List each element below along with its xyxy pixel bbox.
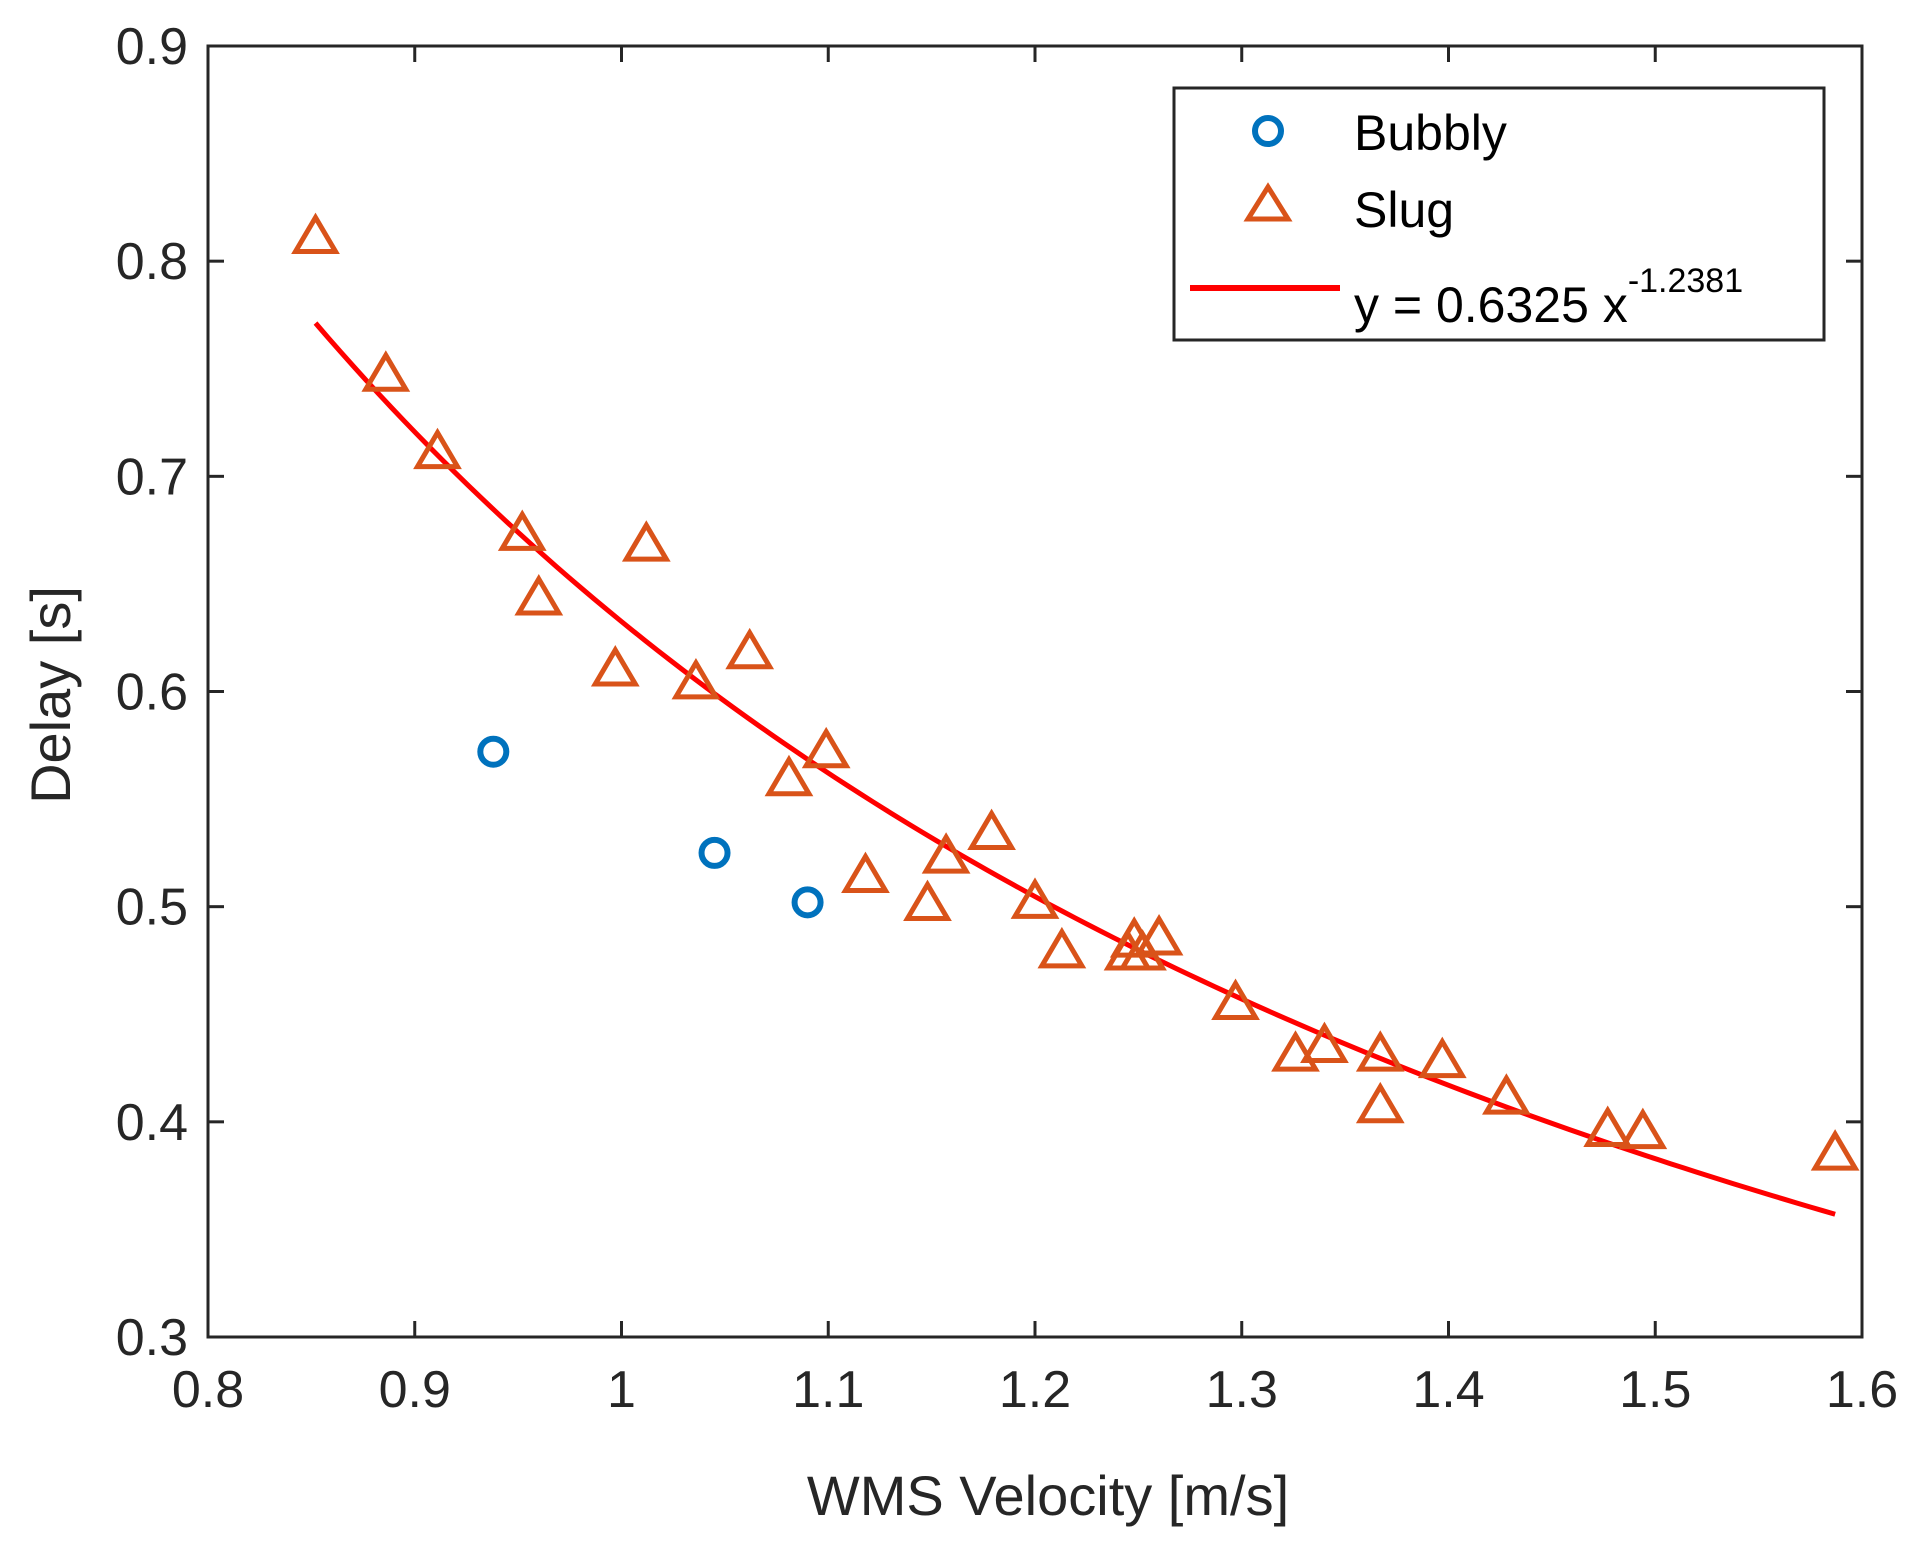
slug-point (903, 879, 952, 922)
slug-point (361, 350, 411, 392)
slug-point (413, 427, 462, 470)
x-tick-label: 1.2 (999, 1361, 1071, 1419)
slug-point (1583, 1105, 1633, 1147)
slug-point (1134, 914, 1184, 956)
slug-point (1010, 877, 1060, 919)
y-axis-title: Delay [s] (19, 586, 82, 804)
slug-point (291, 212, 340, 254)
slug-point (1037, 926, 1087, 969)
x-tick-label: 1.3 (1206, 1361, 1278, 1419)
slug-point (1300, 1021, 1349, 1064)
slug-point (1417, 1036, 1467, 1079)
slug-point (1211, 978, 1260, 1020)
y-tick-label: 0.9 (116, 18, 188, 76)
bubbly-point (791, 886, 824, 919)
legend: Bubbly Slug y = 0.6325 x-1.2381 (1172, 86, 1826, 342)
slug-point (1810, 1129, 1860, 1171)
slug-point (841, 851, 890, 894)
slug-point (1355, 1081, 1405, 1124)
y-tick-label: 0.5 (116, 879, 188, 937)
y-tick-label: 0.8 (116, 233, 188, 291)
y-tick-label: 0.7 (116, 448, 188, 506)
legend-slug-marker (1243, 182, 1293, 222)
x-tick-label: 0.8 (172, 1361, 244, 1419)
y-tick-label: 0.6 (116, 664, 188, 722)
legend-bubbly-label: Bubbly (1354, 105, 1507, 161)
legend-fit-label: y = 0.6325 x-1.2381 (1354, 262, 1743, 333)
slug-point (590, 645, 640, 687)
slug-point (1355, 1030, 1405, 1072)
x-tick-label: 0.9 (379, 1361, 451, 1419)
x-axis-title: WMS Velocity [m/s] (807, 1464, 1289, 1527)
slug-point (725, 627, 775, 670)
data-marks (291, 212, 1860, 1171)
x-tick-label: 1 (607, 1361, 636, 1419)
legend-fit-equation: y = 0.6325 x (1354, 277, 1628, 333)
fit-layer (313, 321, 1836, 1217)
slug-point (1482, 1073, 1531, 1115)
bubbly-point (698, 836, 731, 869)
y-tick-label: 0.4 (116, 1094, 188, 1152)
x-tick-label: 1.4 (1412, 1361, 1484, 1419)
bubbly-point (477, 735, 510, 768)
slug-point (514, 574, 564, 616)
x-tick-label: 1.1 (792, 1361, 864, 1419)
slug-point (621, 520, 671, 562)
legend-fit-exponent: -1.2381 (1628, 262, 1743, 300)
slug-point (671, 657, 721, 700)
y-tick-label: 0.3 (116, 1309, 188, 1367)
x-tick-label: 1.5 (1619, 1361, 1691, 1419)
slug-point (1271, 1030, 1320, 1072)
slug-point (497, 509, 547, 551)
x-tick-label: 1.6 (1826, 1361, 1898, 1419)
slug-point (921, 832, 971, 874)
x-axis-ticks: 0.8 0.9 1 1.1 1.2 1.3 1.4 1.5 1.6 (172, 46, 1898, 1419)
slug-point (801, 726, 851, 769)
y-axis-ticks: 0.3 0.4 0.5 0.6 0.7 0.8 0.9 (116, 18, 1862, 1367)
legend-bubbly-marker (1252, 115, 1284, 147)
slug-point (967, 808, 1016, 851)
power-fit-curve (313, 321, 1836, 1217)
legend-slug-label: Slug (1354, 182, 1454, 238)
slug-point (1618, 1107, 1668, 1150)
slug-point (764, 754, 814, 797)
